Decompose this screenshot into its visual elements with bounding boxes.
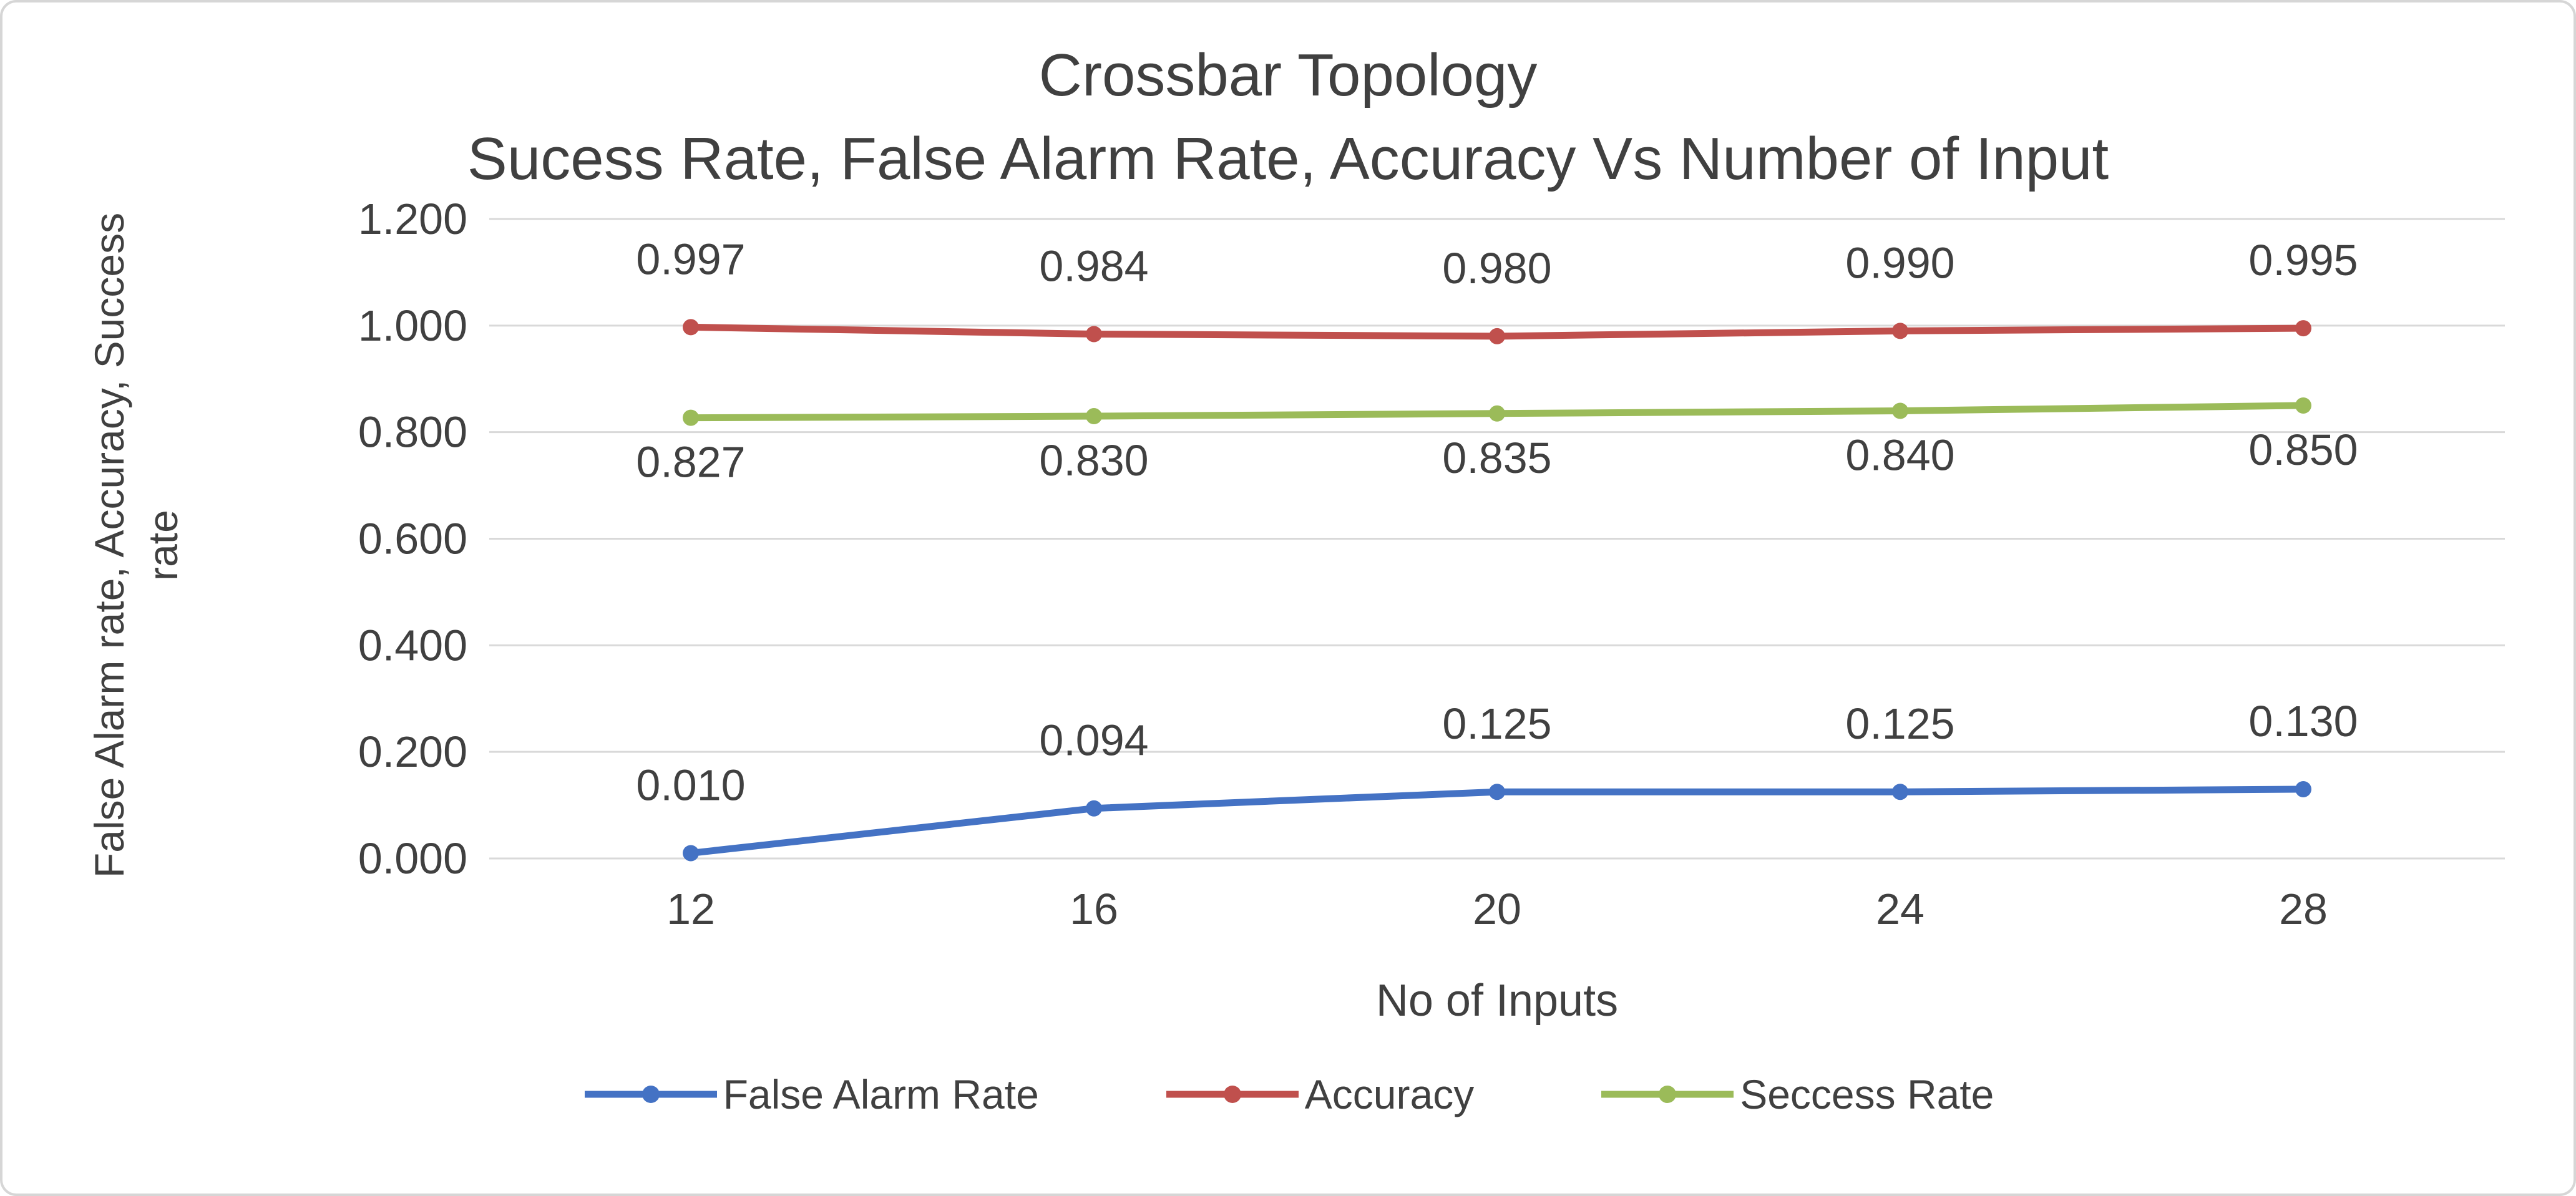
data-label-seccess-rate: 0.835 — [1442, 434, 1551, 482]
data-label-accuracy: 0.984 — [1039, 242, 1148, 291]
x-tick-label: 20 — [1473, 885, 1521, 933]
data-point-accuracy — [1086, 326, 1102, 343]
y-tick-label: 0.800 — [358, 408, 467, 457]
x-tick-label: 16 — [1070, 885, 1118, 933]
data-label-false-alarm-rate: 0.125 — [1845, 699, 1954, 748]
x-axis-title: No of Inputs — [1376, 976, 1618, 1026]
data-point-seccess-rate — [1489, 405, 1505, 422]
data-point-seccess-rate — [1086, 408, 1102, 425]
legend-line-marker-icon — [1166, 1086, 1299, 1103]
legend-item-seccess-rate: Seccess Rate — [1599, 1071, 1994, 1118]
y-tick-label: 0.600 — [358, 515, 467, 563]
chart-subtitle: Sucess Rate, False Alarm Rate, Accuracy … — [467, 125, 2109, 192]
data-point-seccess-rate — [1892, 402, 1908, 419]
data-point-seccess-rate — [2295, 397, 2311, 414]
y-tick-label: 1.000 — [358, 301, 467, 350]
y-axis-title-line-2: rate — [140, 510, 186, 581]
y-tick-label: 0.200 — [358, 727, 467, 776]
legend-label-accuracy: Accuracy — [1304, 1071, 1475, 1117]
y-tick-label: 0.400 — [358, 621, 467, 669]
data-label-false-alarm-rate: 0.130 — [2248, 697, 2358, 746]
data-point-false-alarm-rate — [1489, 784, 1505, 800]
data-label-accuracy: 0.995 — [2248, 236, 2358, 284]
data-point-accuracy — [2295, 320, 2311, 337]
data-label-accuracy: 0.990 — [1845, 238, 1954, 287]
data-label-seccess-rate: 0.850 — [2248, 425, 2358, 474]
legend-label-seccess-rate: Seccess Rate — [1740, 1071, 1994, 1117]
y-axis-title: False Alarm rate, Accuracy, Success rate — [83, 77, 190, 1013]
data-label-false-alarm-rate: 0.094 — [1039, 716, 1148, 765]
data-label-seccess-rate: 0.840 — [1845, 431, 1954, 480]
data-point-false-alarm-rate — [1892, 784, 1908, 800]
data-label-accuracy: 0.980 — [1442, 244, 1551, 293]
data-point-accuracy — [1489, 328, 1505, 344]
data-label-seccess-rate: 0.827 — [636, 438, 745, 487]
data-label-false-alarm-rate: 0.125 — [1442, 699, 1551, 748]
y-axis-title-line-1: False Alarm rate, Accuracy, Success — [86, 212, 133, 878]
data-label-false-alarm-rate: 0.010 — [636, 761, 745, 809]
legend-item-false-alarm-rate: False Alarm Rate — [582, 1071, 1039, 1118]
legend-label-false-alarm-rate: False Alarm Rate — [723, 1071, 1039, 1117]
legend-item-accuracy: Accuracy — [1164, 1071, 1474, 1118]
data-point-accuracy — [683, 319, 699, 336]
legend: False Alarm Rate Accuracy Seccess Rate — [2, 1071, 2574, 1118]
legend-line-marker-icon — [584, 1086, 717, 1103]
x-tick-label: 28 — [2279, 885, 2328, 933]
legend-line-marker-icon — [1601, 1086, 1734, 1103]
x-tick-label: 12 — [666, 885, 715, 933]
y-tick-label: 1.200 — [358, 195, 467, 243]
data-point-false-alarm-rate — [683, 845, 699, 862]
data-point-seccess-rate — [683, 409, 699, 426]
y-tick-label: 0.000 — [358, 834, 467, 883]
chart-title: Crossbar Topology — [1038, 42, 1538, 109]
data-label-accuracy: 0.997 — [636, 235, 745, 283]
data-point-false-alarm-rate — [1086, 800, 1102, 817]
data-point-accuracy — [1892, 323, 1908, 339]
x-tick-label: 24 — [1876, 885, 1925, 933]
data-label-seccess-rate: 0.830 — [1039, 436, 1148, 485]
data-point-false-alarm-rate — [2295, 780, 2311, 797]
